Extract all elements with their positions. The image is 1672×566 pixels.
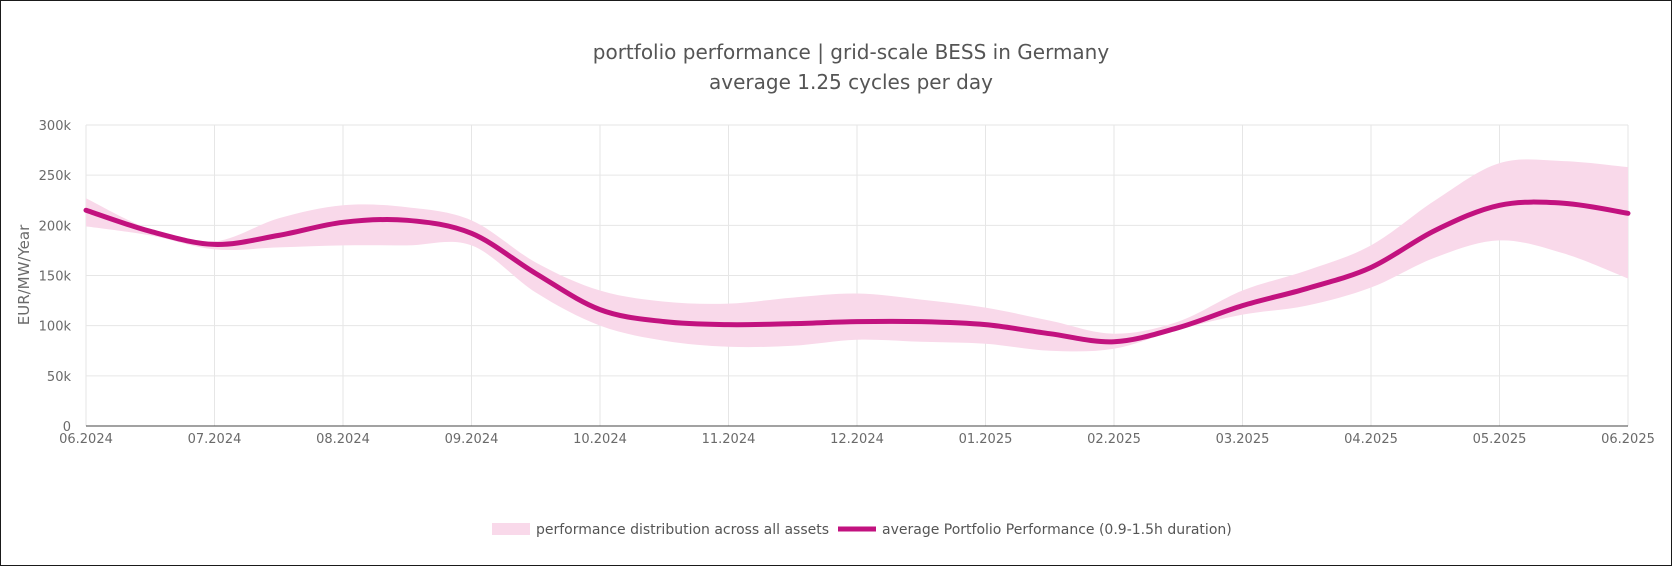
chart-title: portfolio performance | grid-scale BESS … [593, 40, 1110, 64]
x-tick-label: 02.2025 [1087, 432, 1141, 447]
x-tick-label: 08.2024 [316, 432, 370, 447]
axis-layer: 0 50k 100k 150k 200k 250k 300k 06.2024 07.2024 08… [39, 119, 1655, 447]
y-tick-label: 300k [39, 119, 72, 134]
legend-band-label: performance distribution across all asse… [536, 522, 829, 538]
x-tick-label: 07.2024 [188, 432, 242, 447]
x-tick-label: 06.2024 [59, 432, 113, 447]
x-tick-label: 10.2024 [573, 432, 627, 447]
y-tick-label: 100k [39, 320, 72, 335]
x-tick-label: 01.2025 [959, 432, 1013, 447]
legend-line-label: average Portfolio Performance (0.9-1.5h … [882, 522, 1232, 538]
x-tick-label: 12.2024 [830, 432, 884, 447]
y-tick-label: 250k [39, 169, 72, 184]
grid-layer [85, 124, 1629, 426]
y-tick-label: 200k [39, 219, 72, 234]
series-layer [83, 159, 1631, 352]
x-tick-label: 03.2025 [1216, 432, 1270, 447]
y-tick-label: 150k [39, 270, 72, 285]
y-axis-label: EUR/MW/Year [15, 224, 33, 325]
legend-band-swatch [492, 523, 530, 535]
y-tick-label: 0 [63, 420, 71, 435]
series-line-average [83, 199, 1631, 345]
legend[interactable]: performance distribution across all asse… [492, 522, 1232, 538]
x-tick-label: 05.2025 [1473, 432, 1527, 447]
x-tick-label: 06.2025 [1601, 432, 1655, 447]
y-tick-label: 50k [47, 370, 72, 385]
x-tick-label: 09.2024 [445, 432, 499, 447]
x-tick-label: 11.2024 [702, 432, 756, 447]
x-tick-label: 04.2025 [1344, 432, 1398, 447]
chart-subtitle: average 1.25 cycles per day [709, 70, 993, 94]
